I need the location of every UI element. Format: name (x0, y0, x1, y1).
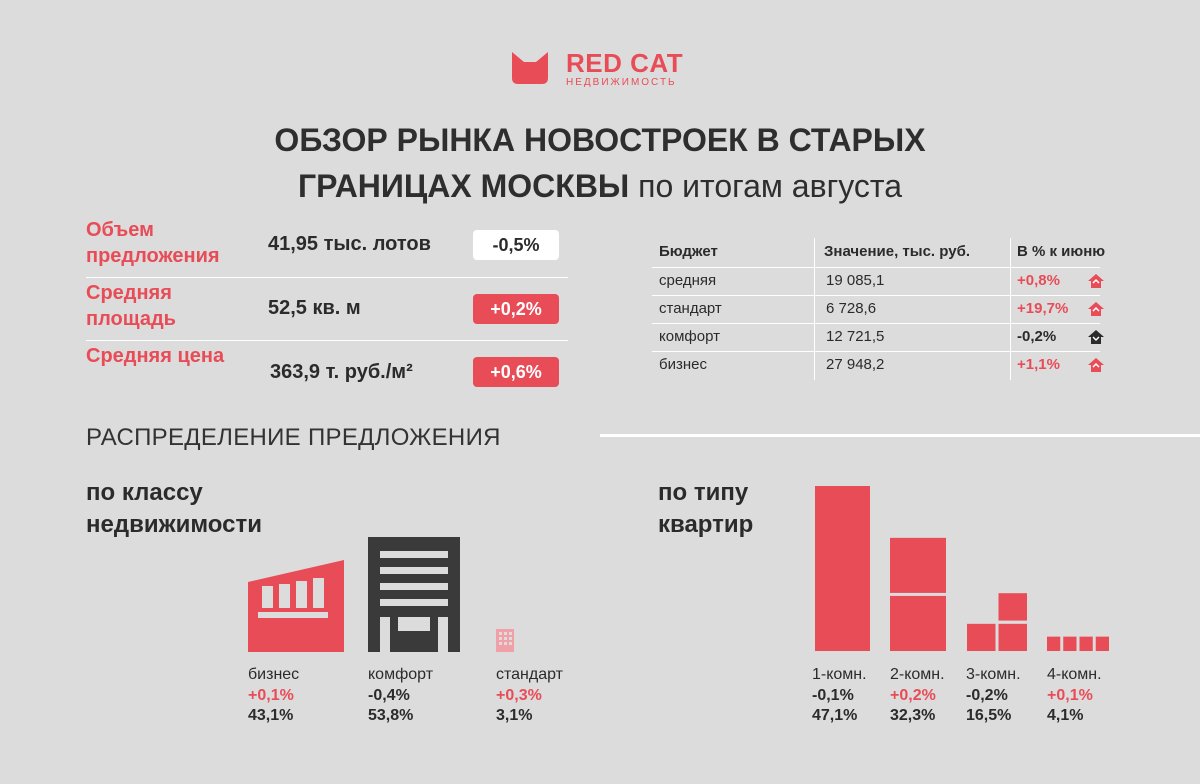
table-cell-segment: средняя (659, 272, 717, 289)
bar-block (1079, 636, 1093, 651)
bar-block (967, 623, 996, 651)
type-chart-title-line-1: по типу (658, 479, 749, 506)
type-bar-chart (815, 486, 1109, 651)
metric-area-label: Средняя площадь (86, 282, 176, 330)
house-up-icon (1088, 274, 1104, 288)
table-header-budget: Бюджет (659, 243, 718, 260)
metric-divider (86, 340, 568, 341)
bar-4-комн. (1047, 636, 1109, 651)
table-cell-change: +19,7% (1017, 300, 1069, 317)
business-building-icon (248, 560, 344, 652)
type-label: 1-комн. (812, 666, 867, 683)
section-title: РАСПРЕДЕЛЕНИЕ ПРЕДЛОЖЕНИЯ (86, 424, 501, 451)
section-divider (600, 434, 1200, 437)
type-share: 16,5% (966, 707, 1012, 724)
type-change: -0,1% (812, 687, 854, 704)
page-title-line-1: ОБЗОР РЫНКА НОВОСТРОЕК В СТАРЫХ (274, 122, 926, 158)
bar-block (890, 595, 946, 651)
metric-area-change-badge: +0,2% (473, 294, 559, 324)
class-share: 43,1% (248, 707, 294, 724)
bar-1-комн. (815, 486, 870, 651)
type-change: -0,2% (966, 687, 1008, 704)
type-change: +0,1% (1047, 687, 1093, 704)
standard-building-icon (496, 629, 514, 652)
table-header-value: Значение, тыс. руб. (824, 243, 971, 260)
bar-block (890, 537, 946, 593)
table-cell-segment: стандарт (659, 300, 722, 317)
bar-block (998, 623, 1027, 651)
type-share: 47,1% (812, 707, 858, 724)
table-column-divider (814, 238, 815, 380)
house-up-icon (1088, 302, 1104, 316)
table-cell-value: 6 728,6 (826, 300, 877, 317)
type-chart-title-line-2: квартир (658, 511, 754, 538)
class-label: стандарт (496, 666, 563, 683)
class-change: +0,1% (248, 687, 294, 704)
table-cell-value: 12 721,5 (826, 328, 885, 345)
metric-price-value: 363,9 т. руб./м² (270, 361, 413, 383)
metric-price-change-badge: +0,6% (473, 357, 559, 387)
bar-block (1063, 636, 1077, 651)
class-change: +0,3% (496, 687, 542, 704)
table-row-divider (652, 267, 1100, 268)
table-cell-value: 19 085,1 (826, 272, 885, 289)
table-row-divider (652, 351, 1100, 352)
table-cell-segment: комфорт (659, 328, 720, 345)
type-share: 4,1% (1047, 707, 1084, 724)
type-label: 3-комн. (966, 666, 1021, 683)
type-share: 32,3% (890, 707, 936, 724)
metric-area-value: 52,5 кв. м (268, 297, 361, 319)
brand-name: RED CAT (566, 48, 684, 78)
class-share: 3,1% (496, 707, 533, 724)
table-header-change: В % к июню (1017, 243, 1106, 260)
brand-subtitle: НЕДВИЖИМОСТЬ (566, 77, 677, 88)
table-cell-segment: бизнес (659, 356, 707, 373)
red-cat-logo-icon (512, 52, 548, 84)
metric-price-label: Средняя цена (86, 345, 225, 367)
table-cell-change: -0,2% (1017, 328, 1057, 345)
table-row-divider (652, 323, 1100, 324)
bar-2-комн. (890, 537, 946, 651)
metric-volume-value: 41,95 тыс. лотов (268, 233, 431, 255)
table-cell-value: 27 948,2 (826, 356, 885, 373)
house-up-icon (1088, 358, 1104, 372)
bar-block (998, 593, 1027, 621)
table-row-divider (652, 295, 1100, 296)
metric-volume-change-badge: -0,5% (473, 230, 559, 260)
bar-3-комн. (967, 593, 1027, 651)
class-label: комфорт (368, 666, 434, 683)
class-label: бизнес (248, 666, 300, 683)
bar-block (815, 486, 870, 651)
comfort-building-icon (368, 537, 460, 652)
bar-block (1047, 636, 1061, 651)
page-title-line-2: ГРАНИЦАХ МОСКВЫ по итогам августа (0, 164, 1200, 208)
house-down-icon (1088, 330, 1104, 344)
table-cell-change: +0,8% (1017, 272, 1060, 289)
class-chart-title-line-1: по классу (86, 479, 203, 506)
class-share: 53,8% (368, 707, 414, 724)
class-chart-title-line-2: недвижимости (86, 511, 262, 538)
type-label: 2-комн. (890, 666, 945, 683)
bar-block (1095, 636, 1109, 651)
page-title-thin: по итогам августа (629, 168, 902, 204)
metric-divider (86, 277, 568, 278)
type-label: 4-комн. (1047, 666, 1102, 683)
class-change: -0,4% (368, 687, 410, 704)
type-change: +0,2% (890, 687, 936, 704)
table-column-divider (1010, 238, 1011, 380)
metric-volume-label: Объем предложения (86, 219, 220, 267)
table-cell-change: +1,1% (1017, 356, 1060, 373)
page-title-bold: ГРАНИЦАХ МОСКВЫ (298, 168, 630, 204)
